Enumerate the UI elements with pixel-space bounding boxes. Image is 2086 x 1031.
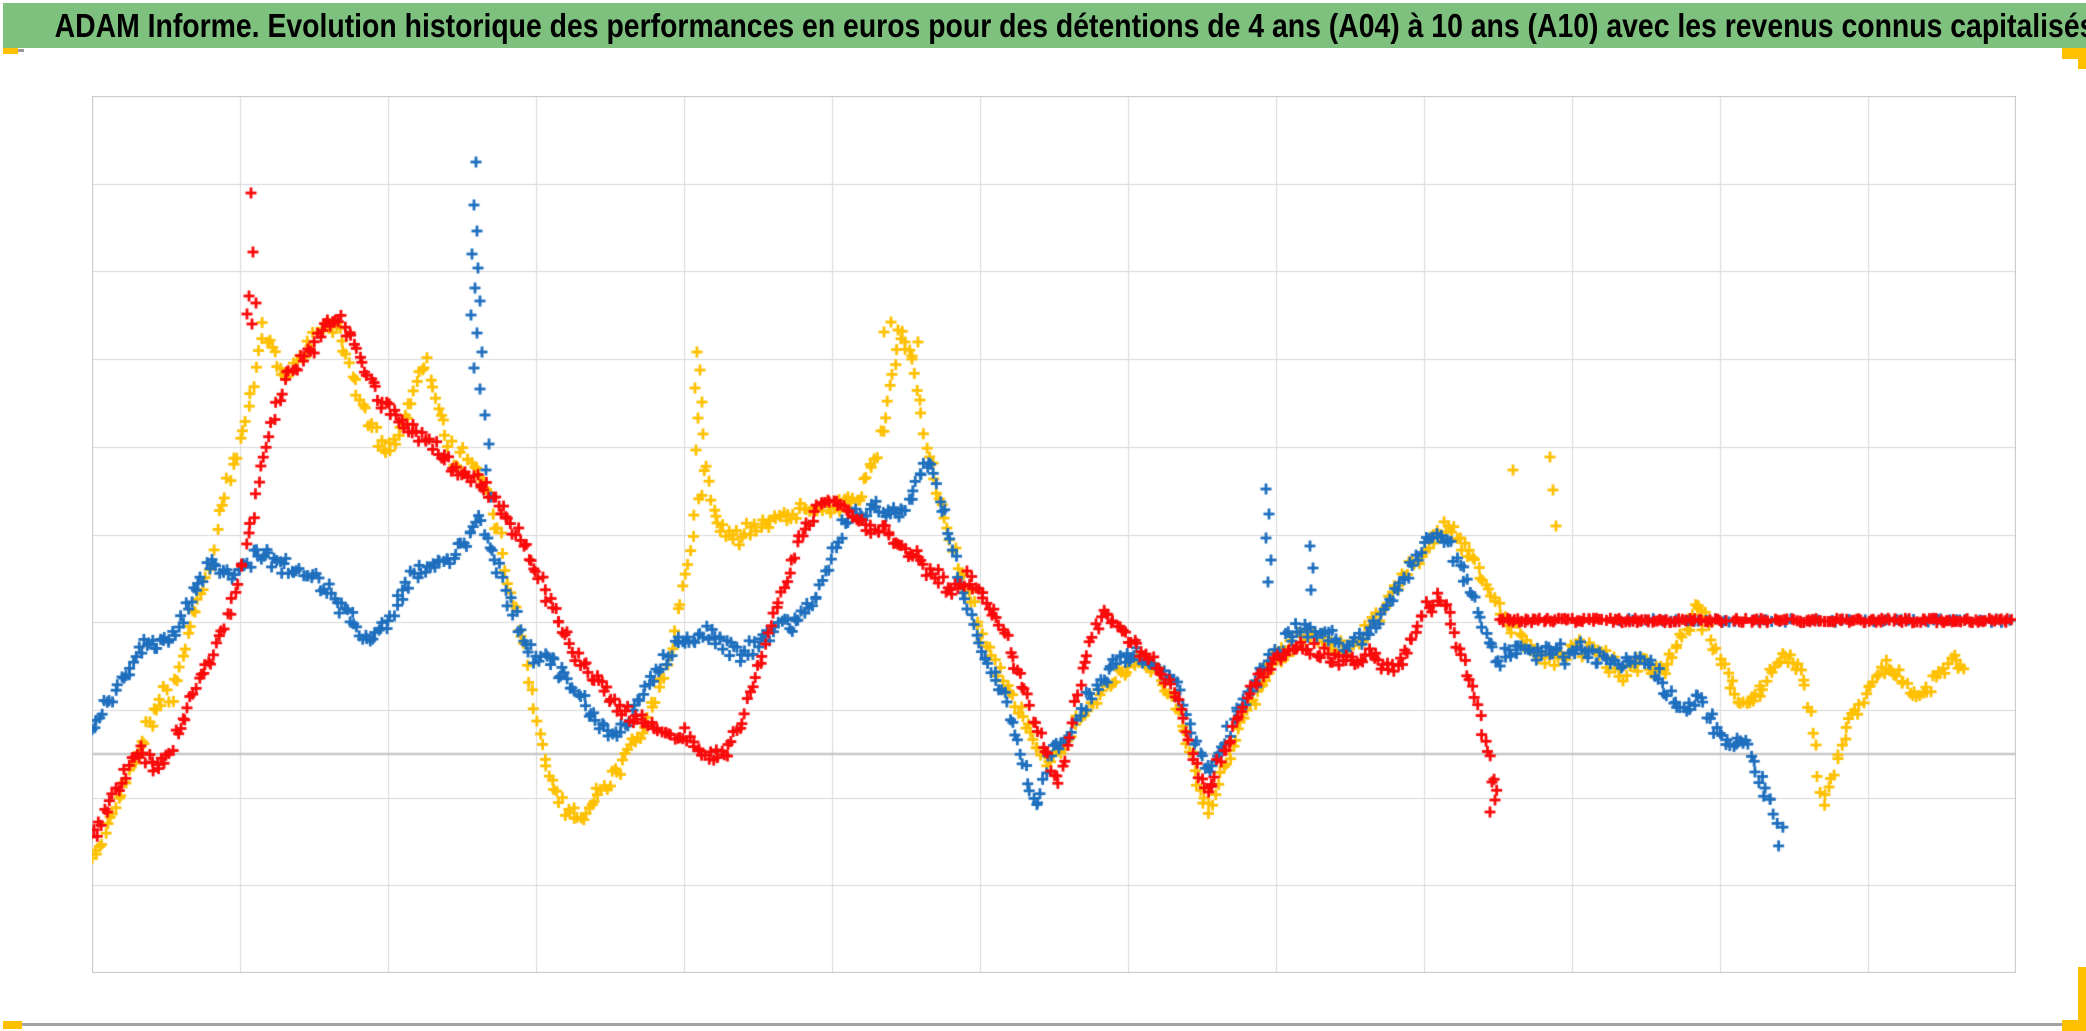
chart-plot-area[interactable] (92, 96, 2016, 973)
yellow-corner-top-right-vertical (2078, 48, 2086, 69)
yellow-notch-top-left (3, 48, 18, 54)
gray-tick-top-left (18, 49, 24, 52)
yellow-corner-top-right-horizontal (2062, 48, 2086, 59)
yellow-corner-bottom-right-horizontal (2062, 1020, 2086, 1031)
chart-title: ADAM Informe. Evolution historique des p… (54, 7, 2086, 44)
bottom-divider-line (22, 1023, 2064, 1026)
scatter-canvas (92, 96, 2016, 973)
yellow-mark-bottom-left (3, 1021, 22, 1029)
yellow-corner-bottom-right-vertical (2078, 967, 2086, 1031)
chart-title-bar: ADAM Informe. Evolution historique des p… (3, 3, 2086, 48)
